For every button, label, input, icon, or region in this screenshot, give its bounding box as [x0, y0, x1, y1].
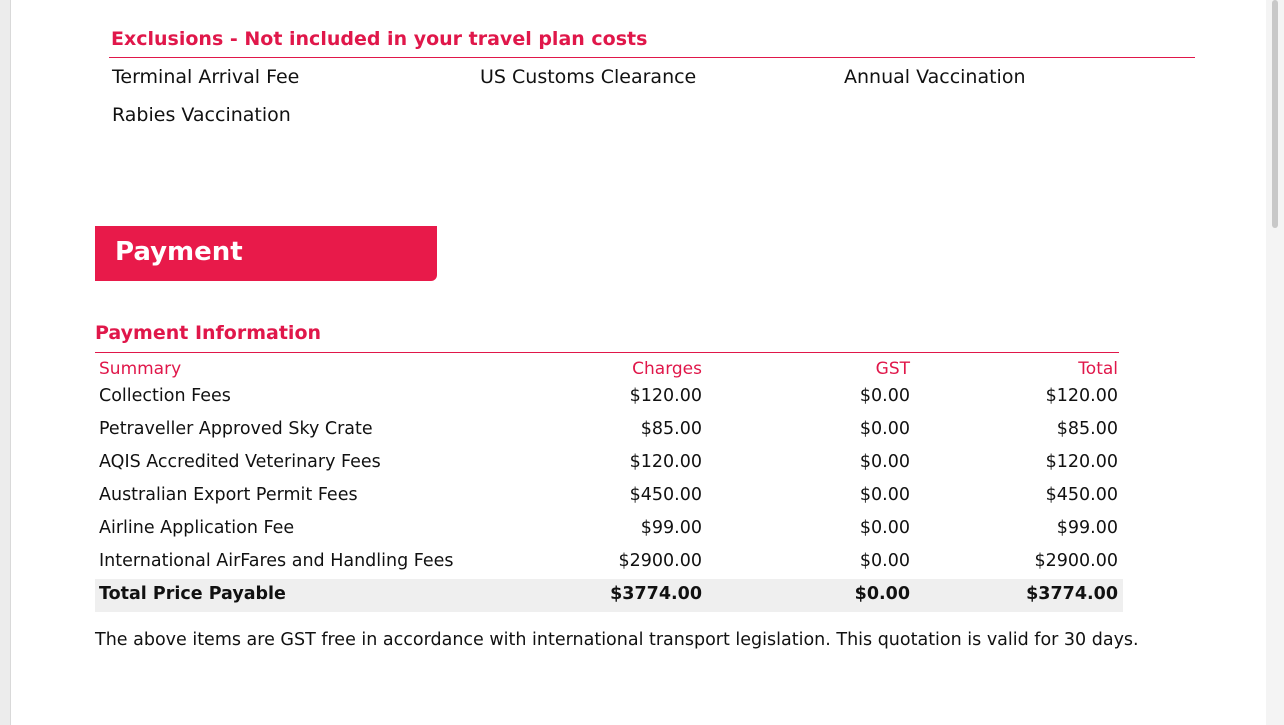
column-header-gst: GST [875, 359, 910, 379]
row-total: $99.00 [1056, 518, 1118, 538]
exclusion-item: US Customs Clearance [480, 66, 697, 88]
row-gst: $0.00 [859, 551, 910, 571]
row-charges: $99.00 [640, 518, 702, 538]
payment-banner-label: Payment [115, 237, 243, 267]
row-gst: $0.00 [859, 518, 910, 538]
exclusion-item: Rabies Vaccination [112, 104, 291, 126]
document-page: Exclusions - Not included in your travel… [10, 0, 1267, 725]
row-total: $85.00 [1056, 419, 1118, 439]
table-row: Petraveller Approved Sky Crate $85.00 $0… [95, 414, 1123, 447]
exclusions-divider [109, 57, 1195, 58]
table-row: Australian Export Permit Fees $450.00 $0… [95, 480, 1123, 513]
table-row: AQIS Accredited Veterinary Fees $120.00 … [95, 447, 1123, 480]
exclusion-item: Terminal Arrival Fee [112, 66, 300, 88]
row-total: $120.00 [1045, 386, 1118, 406]
row-gst: $0.00 [859, 485, 910, 505]
row-total: $120.00 [1045, 452, 1118, 472]
row-summary: AQIS Accredited Veterinary Fees [99, 452, 381, 472]
column-header-charges: Charges [632, 359, 702, 379]
row-summary: Airline Application Fee [99, 518, 295, 538]
scrollbar-thumb[interactable] [1272, 0, 1278, 228]
vertical-scrollbar[interactable] [1266, 0, 1284, 725]
row-total: $2900.00 [1034, 551, 1118, 571]
table-header-row: Summary Charges GST Total [95, 357, 1123, 381]
row-charges: $120.00 [629, 452, 702, 472]
row-summary: Collection Fees [99, 386, 231, 406]
total-charges: $3774.00 [610, 584, 702, 604]
exclusions-title: Exclusions - Not included in your travel… [111, 28, 648, 50]
payment-table: Summary Charges GST Total Collection Fee… [95, 357, 1123, 612]
column-header-summary: Summary [99, 359, 182, 379]
row-charges: $120.00 [629, 386, 702, 406]
total-row: Total Price Payable $3774.00 $0.00 $3774… [95, 579, 1123, 612]
row-total: $450.00 [1045, 485, 1118, 505]
row-gst: $0.00 [859, 419, 910, 439]
row-summary: Australian Export Permit Fees [99, 485, 358, 505]
row-gst: $0.00 [859, 452, 910, 472]
payment-information-title: Payment Information [95, 322, 322, 344]
table-row: International AirFares and Handling Fees… [95, 546, 1123, 579]
column-header-total: Total [1078, 359, 1118, 379]
row-charges: $450.00 [629, 485, 702, 505]
table-row: Airline Application Fee $99.00 $0.00 $99… [95, 513, 1123, 546]
row-gst: $0.00 [859, 386, 910, 406]
total-amount: $3774.00 [1026, 584, 1118, 604]
total-label: Total Price Payable [99, 584, 286, 604]
row-summary: International AirFares and Handling Fees [99, 551, 454, 571]
payment-banner: Payment [95, 226, 437, 281]
row-charges: $85.00 [640, 419, 702, 439]
payment-information-divider [95, 352, 1119, 353]
gst-footnote: The above items are GST free in accordan… [95, 630, 1139, 650]
table-row: Collection Fees $120.00 $0.00 $120.00 [95, 381, 1123, 414]
row-summary: Petraveller Approved Sky Crate [99, 419, 373, 439]
row-charges: $2900.00 [618, 551, 702, 571]
total-gst: $0.00 [854, 584, 910, 604]
exclusion-item: Annual Vaccination [844, 66, 1026, 88]
